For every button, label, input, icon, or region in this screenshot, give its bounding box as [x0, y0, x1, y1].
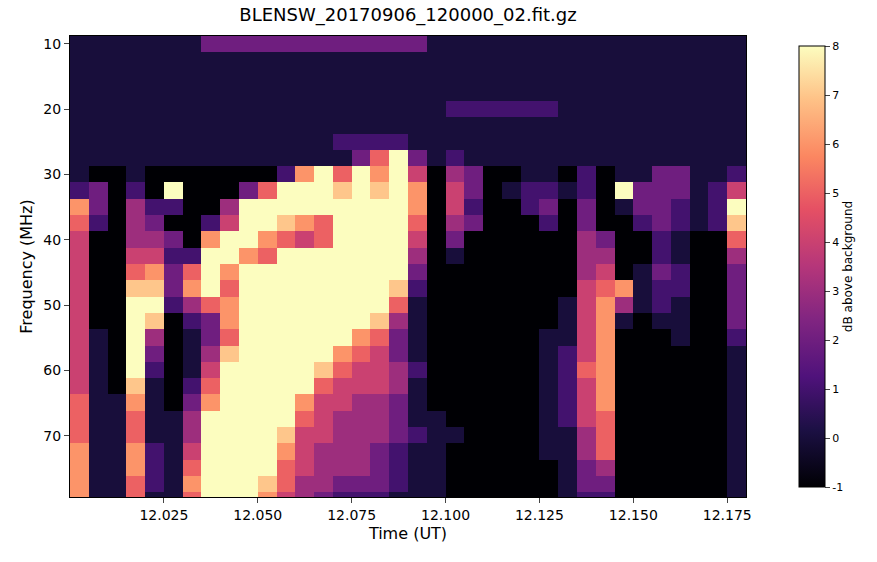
svg-text:8: 8 [832, 40, 839, 53]
svg-text:3: 3 [832, 285, 839, 298]
svg-text:40: 40 [43, 232, 61, 248]
svg-text:12.075: 12.075 [327, 507, 376, 523]
svg-text:dB above background: dB above background [841, 201, 855, 332]
svg-text:20: 20 [43, 101, 61, 117]
svg-text:4: 4 [832, 236, 839, 249]
svg-text:12.025: 12.025 [139, 507, 188, 523]
svg-text:70: 70 [43, 428, 61, 444]
svg-text:1: 1 [832, 383, 839, 396]
svg-text:-1: -1 [832, 481, 843, 494]
svg-text:12.100: 12.100 [421, 507, 470, 523]
svg-text:12.150: 12.150 [609, 507, 658, 523]
svg-text:Time (UT): Time (UT) [368, 524, 447, 543]
svg-text:7: 7 [832, 89, 839, 102]
svg-text:12.125: 12.125 [515, 507, 564, 523]
svg-text:0: 0 [832, 432, 839, 445]
svg-text:60: 60 [43, 362, 61, 378]
svg-text:BLENSW_20170906_120000_02.fit.: BLENSW_20170906_120000_02.fit.gz [239, 4, 576, 26]
svg-text:5: 5 [832, 187, 839, 200]
svg-text:12.175: 12.175 [703, 507, 752, 523]
svg-text:30: 30 [43, 166, 61, 182]
svg-text:Frequency (MHz): Frequency (MHz) [17, 199, 36, 333]
svg-text:10: 10 [43, 36, 61, 52]
svg-text:6: 6 [832, 138, 839, 151]
svg-text:50: 50 [43, 297, 61, 313]
svg-text:2: 2 [832, 334, 839, 347]
svg-text:12.050: 12.050 [233, 507, 282, 523]
